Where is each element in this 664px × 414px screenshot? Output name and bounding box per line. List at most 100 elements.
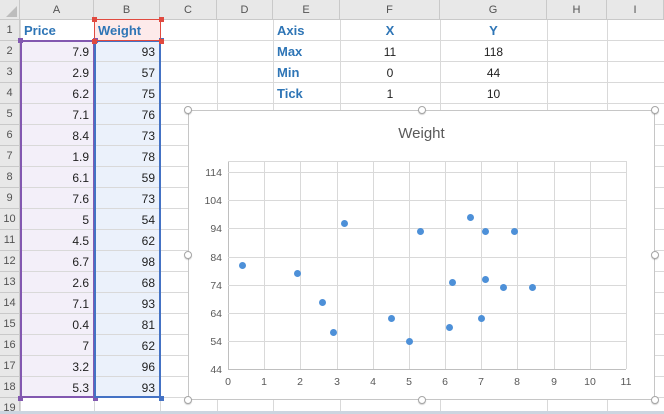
cell-axis-y-value[interactable]: Y [489,23,498,38]
data-point[interactable] [510,227,518,235]
chart-title[interactable]: Weight [398,125,445,142]
cell-price-value[interactable]: 6.1 [72,170,89,185]
cell-weight-value[interactable]: 98 [141,254,155,269]
column-header-G[interactable]: G [440,0,547,20]
row-header-5[interactable]: 5 [0,104,20,125]
cell-axis-x-value[interactable]: 0 [386,65,394,80]
row-header-7[interactable]: 7 [0,146,20,167]
resize-handle[interactable] [651,396,659,404]
row-header-10[interactable]: 10 [0,209,20,230]
data-point[interactable] [481,227,489,235]
row-header-8[interactable]: 8 [0,167,20,188]
cell-price-value[interactable]: 6.2 [72,86,89,101]
data-point[interactable] [466,213,474,221]
cell-axis-y-value[interactable]: 10 [486,86,501,101]
cell-axis-label[interactable]: Min [277,65,300,80]
data-point[interactable] [405,337,413,345]
cell-price-value[interactable]: 5.3 [72,380,89,395]
cell-weight-value[interactable]: 81 [141,317,155,332]
column-header-B[interactable]: B [94,0,160,20]
row-header-4[interactable]: 4 [0,83,20,104]
column-header-A[interactable]: A [20,0,94,20]
cell-weight-value[interactable]: 62 [141,233,155,248]
column-header-D[interactable]: D [217,0,273,20]
cell-axis-label[interactable]: Max [277,44,303,59]
cell-price-value[interactable]: 5 [82,212,89,227]
cell-axis-x-value[interactable]: 1 [386,86,394,101]
data-point[interactable] [481,275,489,283]
cell-price-value[interactable]: 7.6 [72,191,89,206]
resize-handle[interactable] [184,396,192,404]
resize-handle[interactable] [184,106,192,114]
data-point[interactable] [340,219,348,227]
resize-handle[interactable] [651,251,659,259]
data-point[interactable] [499,283,507,291]
row-header-17[interactable]: 17 [0,356,20,377]
data-point[interactable] [445,323,453,331]
data-point[interactable] [416,227,424,235]
cell-axis-y-value[interactable]: 118 [483,44,504,59]
data-point[interactable] [477,314,485,322]
cell-price-value[interactable]: 7.1 [72,296,89,311]
cell-A1-price-header[interactable]: Price [24,23,56,38]
column-header-E[interactable]: E [273,0,340,20]
data-point[interactable] [238,261,246,269]
cell-axis-x-value[interactable]: X [385,23,395,38]
cell-weight-value[interactable]: 75 [141,86,155,101]
cell-axis-x-value[interactable]: 11 [383,44,397,59]
column-header-C[interactable]: C [160,0,217,20]
cell-B1-weight-header[interactable]: Weight [98,23,142,38]
resize-handle[interactable] [651,106,659,114]
row-header-11[interactable]: 11 [0,230,20,251]
cell-price-value[interactable]: 7.1 [72,107,89,122]
cell-weight-value[interactable]: 57 [141,65,155,80]
resize-handle[interactable] [184,251,192,259]
row-header-3[interactable]: 3 [0,62,20,83]
data-point[interactable] [318,298,326,306]
row-header-6[interactable]: 6 [0,125,20,146]
cell-axis-label[interactable]: Axis [277,23,305,38]
row-header-1[interactable]: 1 [0,20,20,41]
data-point[interactable] [448,278,456,286]
data-point[interactable] [387,314,395,322]
cell-weight-value[interactable]: 96 [141,359,155,374]
row-header-18[interactable]: 18 [0,377,20,398]
cell-price-value[interactable]: 2.6 [72,275,89,290]
row-header-2[interactable]: 2 [0,41,20,62]
cell-price-value[interactable]: 0.4 [72,317,89,332]
column-header-I[interactable]: I [607,0,664,20]
cell-weight-value[interactable]: 78 [141,149,155,164]
cell-price-value[interactable]: 6.7 [72,254,89,269]
row-header-14[interactable]: 14 [0,293,20,314]
row-header-16[interactable]: 16 [0,335,20,356]
cell-price-value[interactable]: 4.5 [72,233,89,248]
cell-weight-value[interactable]: 62 [141,338,155,353]
scatter-chart[interactable]: Weight 44 54 64 74 84 94 104 114 0 1 2 3 4 5 6 7 8 9 10 11 [188,110,655,400]
data-point[interactable] [329,328,337,336]
cell-weight-value[interactable]: 54 [141,212,155,227]
column-header-F[interactable]: F [340,0,440,20]
cell-axis-label[interactable]: Tick [277,86,303,101]
data-point[interactable] [528,283,536,291]
cell-price-value[interactable]: 3.2 [72,359,89,374]
row-header-12[interactable]: 12 [0,251,20,272]
cell-weight-value[interactable]: 73 [141,191,155,206]
cell-weight-value[interactable]: 93 [141,44,155,59]
row-header-15[interactable]: 15 [0,314,20,335]
cell-axis-y-value[interactable]: 44 [486,65,501,80]
cell-price-value[interactable]: 7.9 [72,44,89,59]
cell-weight-value[interactable]: 76 [141,107,155,122]
cell-price-value[interactable]: 8.4 [72,128,89,143]
cell-price-value[interactable]: 2.9 [72,65,89,80]
resize-handle[interactable] [417,396,426,404]
cell-price-value[interactable]: 1.9 [72,149,89,164]
resize-handle[interactable] [417,106,426,114]
cell-weight-value[interactable]: 93 [141,380,155,395]
cell-weight-value[interactable]: 59 [141,170,155,185]
column-header-H[interactable]: H [547,0,607,20]
row-header-13[interactable]: 13 [0,272,20,293]
row-header-9[interactable]: 9 [0,188,20,209]
cell-price-value[interactable]: 7 [82,338,89,353]
cell-weight-value[interactable]: 73 [141,128,155,143]
cell-weight-value[interactable]: 68 [141,275,155,290]
